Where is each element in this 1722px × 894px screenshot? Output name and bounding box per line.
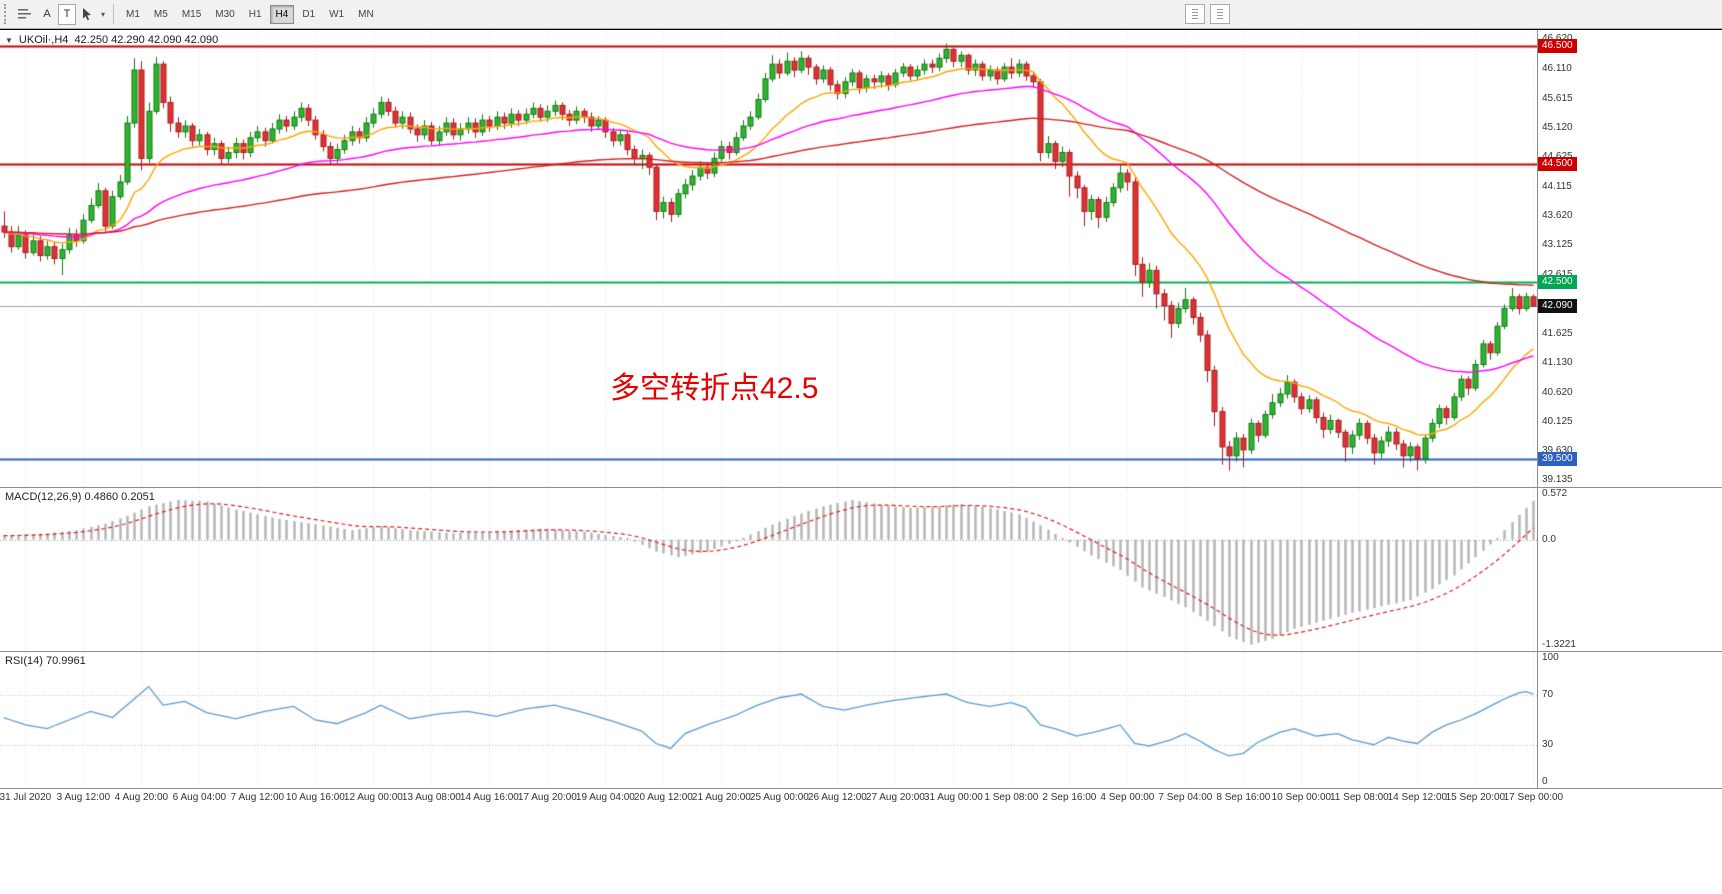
time-label: 20 Aug 12:00 <box>633 792 693 803</box>
price-label: 43.620 <box>1542 210 1573 222</box>
symbol-ohlc-header: ▼ UKOil·,H4 42.250 42.290 42.090 42.090 <box>5 34 218 46</box>
price-label: 41.625 <box>1542 327 1573 339</box>
chart-bars-icon[interactable] <box>14 4 36 25</box>
timeframe-button-m15[interactable]: M15 <box>176 5 207 24</box>
rsi-axis-label: 100 <box>1542 652 1559 664</box>
time-label: 17 Aug 20:00 <box>517 792 577 803</box>
price-level-chip: 42.090 <box>1538 299 1577 314</box>
cursor-arrow-icon <box>83 8 91 21</box>
rsi-axis-label: 30 <box>1542 738 1554 750</box>
time-label: 10 Aug 16:00 <box>285 792 345 803</box>
time-label: 13 Aug 08:00 <box>401 792 461 803</box>
toolbar-grip[interactable] <box>4 4 10 24</box>
timeframe-button-m5[interactable]: M5 <box>148 5 174 24</box>
chart-annotation-text: 多空转折点42.5 <box>610 372 819 405</box>
axis-separator <box>0 788 1722 789</box>
price-label: 40.620 <box>1542 386 1573 398</box>
top-toolbar: A T ▾ M1 M5 M15 M30 H1 H4 D1 W1 MN <box>0 0 1722 29</box>
main-chart-canvas[interactable] <box>0 30 1537 487</box>
auto-scroll-button[interactable] <box>1210 4 1230 24</box>
time-label: 25 Aug 00:00 <box>749 792 809 803</box>
timeframe-button-h1[interactable]: H1 <box>243 5 268 24</box>
macd-indicator-header: MACD(12,26,9) 0.4860 0.2051 <box>5 491 155 503</box>
price-level-chip: 42.500 <box>1538 275 1577 290</box>
price-label: 46.620 <box>1542 33 1573 44</box>
timeframe-toolbar: M1 M5 M15 M30 H1 H4 D1 W1 MN <box>119 4 381 24</box>
macd-axis-label: -1.3221 <box>1542 638 1576 650</box>
cursor-tool-button[interactable] <box>76 4 98 25</box>
time-label: 12 Aug 00:00 <box>343 792 403 803</box>
time-label: 8 Sep 16:00 <box>1216 792 1271 803</box>
price-label: 39.135 <box>1542 474 1573 486</box>
time-label: 15 Sep 20:00 <box>1445 792 1506 803</box>
time-label: 11 Sep 08:00 <box>1329 792 1389 803</box>
ohlc-values: 42.250 42.290 42.090 42.090 <box>74 34 219 46</box>
timeframe-button-mn[interactable]: MN <box>352 5 380 24</box>
price-label: 45.615 <box>1542 92 1573 104</box>
time-label: 31 Jul 2020 <box>0 792 52 803</box>
macd-axis-label: 0.572 <box>1542 488 1568 500</box>
price-level-chip: 39.500 <box>1538 451 1577 466</box>
price-label: 42.615 <box>1542 269 1573 280</box>
time-label: 4 Aug 20:00 <box>114 792 169 803</box>
price-level-chip: 46.500 <box>1538 39 1577 54</box>
time-label: 10 Sep 00:00 <box>1271 792 1332 803</box>
toolbar-right-group <box>1185 4 1230 24</box>
bars-icon <box>18 9 31 19</box>
text-annotation-button[interactable]: A <box>36 4 58 25</box>
panel-separator[interactable] <box>0 487 1722 488</box>
chart-shift-button[interactable] <box>1185 4 1205 24</box>
rsi-axis-label: 0 <box>1542 775 1548 787</box>
panel-separator[interactable] <box>0 651 1722 652</box>
chart-window: ▼ UKOil·,H4 42.250 42.290 42.090 42.090 … <box>0 29 1722 894</box>
timeframe-button-m30[interactable]: M30 <box>209 5 240 24</box>
collapse-arrow-icon[interactable]: ▼ <box>5 35 13 45</box>
timeframe-button-d1[interactable]: D1 <box>296 5 321 24</box>
macd-axis-label: 0.0 <box>1542 533 1556 545</box>
timeframe-button-m1[interactable]: M1 <box>120 5 146 24</box>
time-label: 7 Sep 04:00 <box>1158 792 1213 803</box>
price-label: 41.130 <box>1542 356 1573 368</box>
price-label: 43.125 <box>1542 239 1573 251</box>
timeframe-button-w1[interactable]: W1 <box>323 5 350 24</box>
rsi-indicator-header: RSI(14) 70.9961 <box>5 655 86 667</box>
timeframe-button-h4[interactable]: H4 <box>269 4 295 24</box>
price-label: 40.125 <box>1542 415 1573 427</box>
price-label: 46.110 <box>1542 63 1572 75</box>
time-label: 2 Sep 16:00 <box>1042 792 1097 803</box>
time-label: 1 Sep 08:00 <box>984 792 1039 803</box>
rsi-panel-canvas[interactable] <box>0 652 1537 788</box>
time-label: 17 Sep 00:00 <box>1503 792 1564 803</box>
macd-panel-canvas[interactable] <box>0 488 1537 651</box>
time-label: 14 Aug 16:00 <box>459 792 519 803</box>
text-label-button[interactable]: T <box>58 3 76 25</box>
price-axis[interactable]: 46.620 46.110 45.615 45.120 44.625 44.115 43.6… <box>1538 30 1722 788</box>
price-label: 44.115 <box>1542 180 1572 192</box>
toolbar-separator <box>113 4 114 24</box>
time-label: 4 Sep 00:00 <box>1100 792 1155 803</box>
mini-bars-icon <box>1192 9 1198 19</box>
symbol-name: UKOil·,H4 <box>18 34 69 46</box>
time-axis[interactable]: 31 Jul 2020 3 Aug 12:00 4 Aug 20:00 6 Aug 0… <box>0 788 1563 818</box>
price-label: 45.120 <box>1542 121 1573 133</box>
price-label: 44.625 <box>1542 151 1573 162</box>
price-level-chip: 44.500 <box>1538 157 1577 172</box>
mini-bars-icon <box>1217 9 1223 19</box>
time-label: 21 Aug 20:00 <box>691 792 751 803</box>
time-label: 14 Sep 12:00 <box>1387 792 1448 803</box>
time-label: 19 Aug 04:00 <box>575 792 635 803</box>
time-label: 7 Aug 12:00 <box>230 792 285 803</box>
price-label: 39.630 <box>1542 445 1573 457</box>
rsi-axis-label: 70 <box>1542 689 1554 701</box>
time-label: 3 Aug 12:00 <box>56 792 111 803</box>
time-label: 26 Aug 12:00 <box>807 792 867 803</box>
cursor-dropdown-caret-icon[interactable]: ▾ <box>98 4 108 25</box>
time-label: 27 Aug 20:00 <box>865 792 925 803</box>
time-label: 31 Aug 00:00 <box>923 792 983 803</box>
price-axis-separator <box>1537 30 1538 788</box>
time-label: 6 Aug 04:00 <box>172 792 227 803</box>
